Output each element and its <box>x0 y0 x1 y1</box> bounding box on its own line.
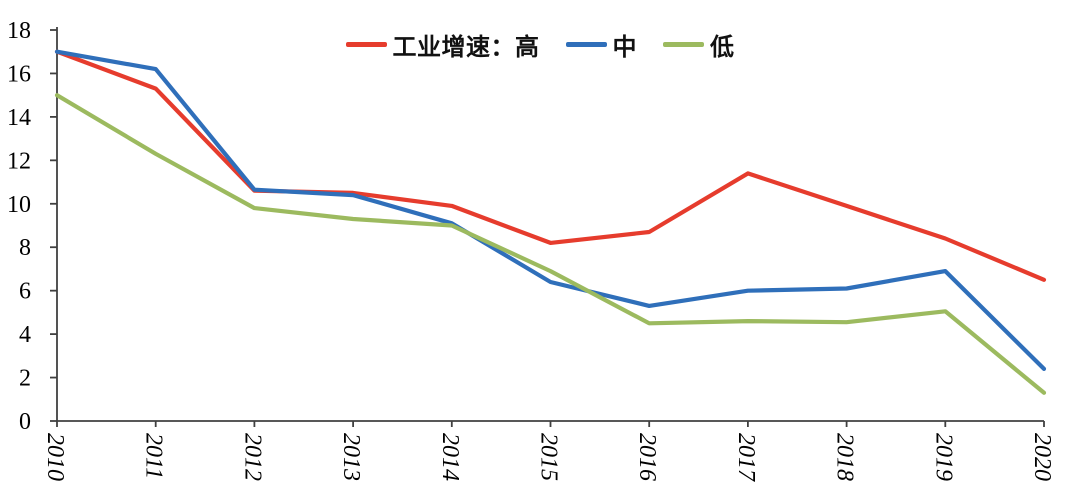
x-axis-tick-label: 2010 <box>42 433 68 481</box>
y-axis-tick-label: 0 <box>19 409 31 435</box>
legend-label-low: 低 <box>710 34 735 61</box>
legend-line-swatch-low <box>663 42 704 47</box>
y-axis-tick-label: 2 <box>19 366 31 392</box>
x-axis-tick-label: 2016 <box>634 433 660 481</box>
y-axis-tick-label: 4 <box>19 322 31 348</box>
x-axis-tick-label: 2017 <box>733 433 759 482</box>
y-axis-tick-label: 16 <box>7 61 31 87</box>
y-axis-tick-label: 14 <box>7 105 31 131</box>
x-axis-tick-label: 2013 <box>338 433 364 481</box>
legend-item-mid: 中 <box>565 27 638 62</box>
x-axis-tick-label: 2012 <box>239 433 265 481</box>
y-axis-tick-label: 8 <box>19 235 31 261</box>
x-axis-tick-label: 2015 <box>536 433 562 481</box>
legend-item-high: 工业增速：高 <box>345 27 540 62</box>
legend-line-swatch-high <box>345 42 387 47</box>
series-line-2 <box>54 93 1047 395</box>
legend-item-low: 低 <box>663 27 735 62</box>
x-axis-tick-label: 2019 <box>930 433 956 481</box>
y-axis-tick-label: 10 <box>7 192 31 218</box>
series-line-1 <box>54 49 1047 371</box>
y-axis-tick-label: 12 <box>7 148 31 174</box>
x-axis-tick-label: 2018 <box>832 433 858 481</box>
x-axis-tick-label: 2011 <box>141 433 167 479</box>
legend-label-high: 工业增速：高 <box>392 34 540 61</box>
legend-line-swatch-mid <box>565 42 607 47</box>
chart-legend: 工业增速：高 中 低 <box>0 27 1080 62</box>
series-line-0 <box>54 49 1047 282</box>
y-axis-tick-label: 6 <box>19 279 31 305</box>
x-axis-tick-label: 2014 <box>437 433 463 481</box>
y-axis-tick-label: 18 <box>7 18 31 44</box>
x-axis-tick-label: 2020 <box>1029 433 1055 481</box>
legend-label-mid: 中 <box>612 34 637 61</box>
